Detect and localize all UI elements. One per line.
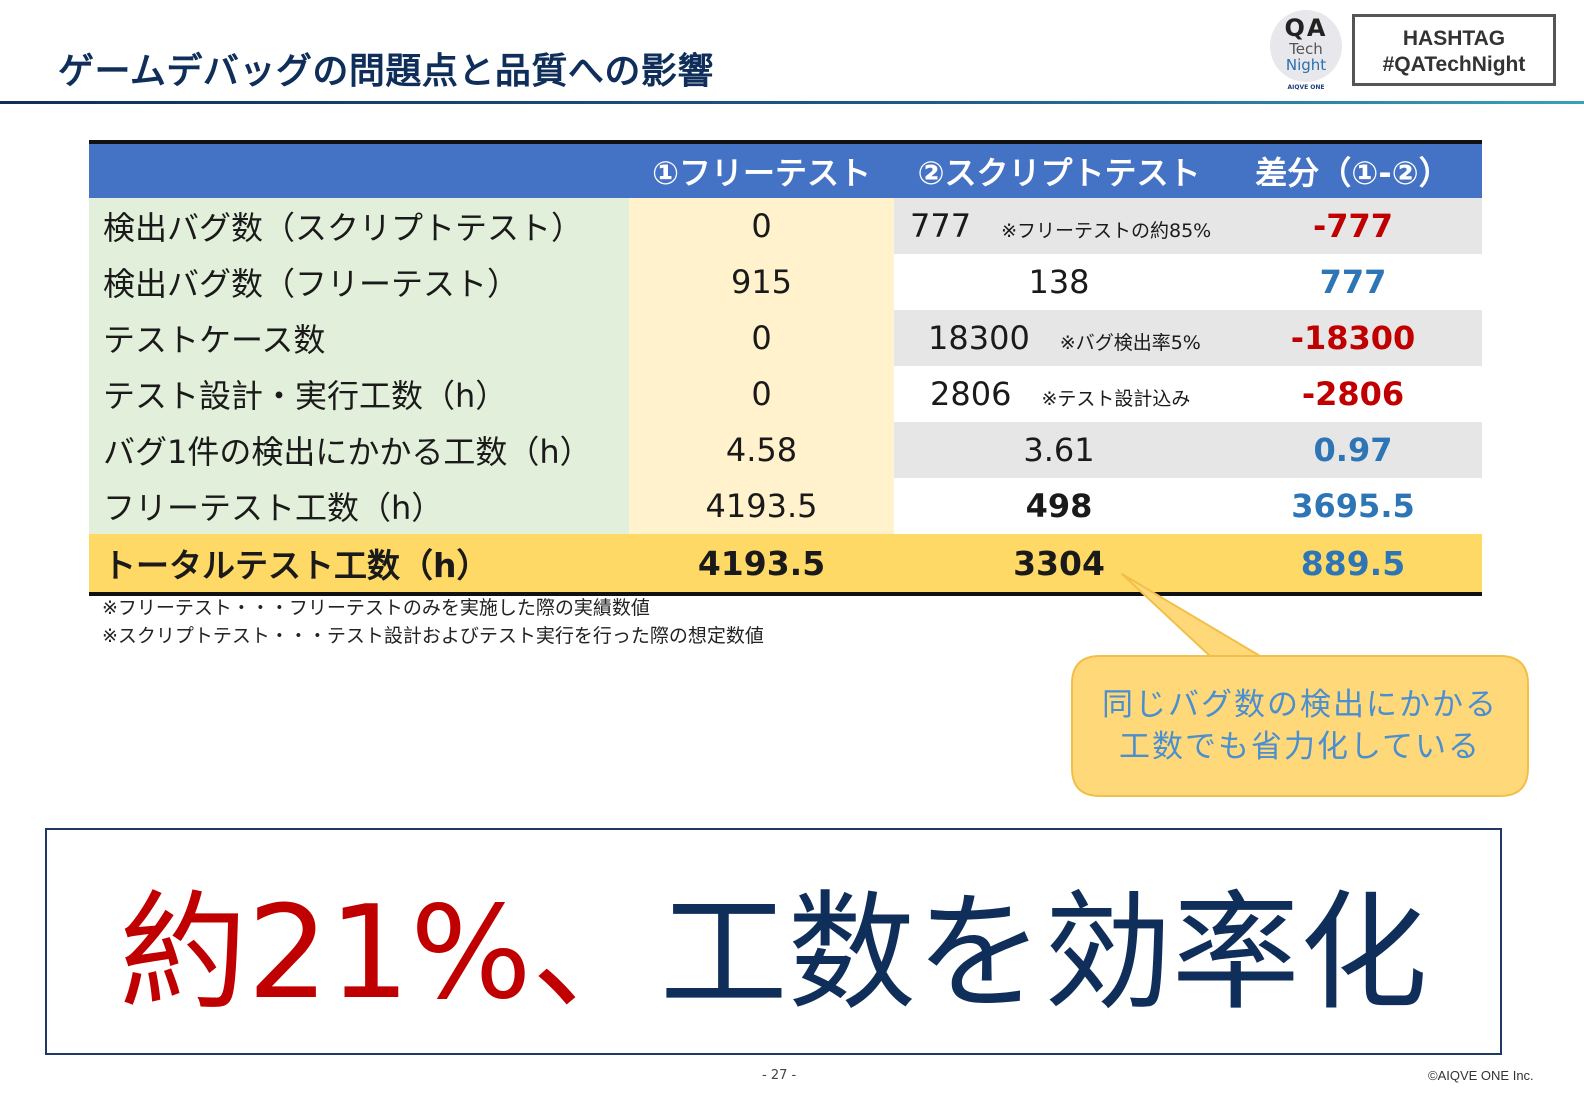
callout-line-1: 同じバグ数の検出にかかる	[1102, 687, 1498, 723]
hashtag-label: HASHTAG	[1402, 27, 1506, 50]
script-test-value: 18300	[928, 319, 1030, 357]
free-test-value: 0	[629, 310, 894, 366]
script-test-cell: 777 ※フリーテストの約85%	[894, 198, 1224, 254]
difference-value: 0.97	[1224, 422, 1482, 478]
column-header-script-test: ②スクリプトテスト	[894, 140, 1224, 198]
logo-line-3: Night	[1285, 56, 1327, 74]
row-label: テスト設計・実行工数（h）	[89, 366, 629, 422]
footnotes: ※フリーテスト・・・フリーテストのみを実施した際の実績数値 ※スクリプトテスト・…	[102, 594, 764, 650]
script-test-note: ※フリーテストの約85%	[1001, 220, 1212, 242]
column-header-free-test: ①フリーテスト	[629, 140, 894, 198]
script-test-value: 3.61	[894, 422, 1224, 478]
conclusion-highlight: 約21%、	[119, 879, 660, 1028]
comparison-table: ①フリーテスト ②スクリプトテスト 差分（①-②） 検出バグ数（スクリプトテスト…	[89, 140, 1482, 596]
script-test-cell: 2806 ※テスト設計込み	[894, 366, 1224, 422]
difference-value: 777	[1224, 254, 1482, 310]
table-row: テスト設計・実行工数（h） 0 2806 ※テスト設計込み -2806	[89, 366, 1482, 422]
table-row: バグ1件の検出にかかる工数（h） 4.58 3.61 0.97	[89, 422, 1482, 478]
table-total-row: トータルテスト工数（h） 4193.5 3304 889.5	[89, 534, 1482, 596]
script-test-note: ※テスト設計込み	[1041, 388, 1191, 410]
hashtag-box: HASHTAG #QATechNight	[1352, 14, 1556, 86]
free-test-value: 4193.5	[629, 478, 894, 534]
difference-value: -777	[1224, 198, 1482, 254]
table-row: 検出バグ数（スクリプトテスト） 0 777 ※フリーテストの約85% -777	[89, 198, 1482, 254]
column-header-blank	[89, 140, 629, 198]
row-label: バグ1件の検出にかかる工数（h）	[89, 422, 629, 478]
callout-bubble	[1071, 573, 1529, 797]
table-header-row: ①フリーテスト ②スクリプトテスト 差分（①-②）	[89, 140, 1482, 198]
qa-tech-night-logo: QA Tech Night AIQVE ONE	[1268, 8, 1344, 96]
total-label: トータルテスト工数（h）	[89, 534, 629, 596]
free-test-value: 0	[629, 366, 894, 422]
logo-line-1: QA	[1284, 14, 1328, 42]
script-test-value: 138	[894, 254, 1224, 310]
row-label: テストケース数	[89, 310, 629, 366]
total-script-test-value: 3304	[894, 534, 1224, 596]
free-test-value: 915	[629, 254, 894, 310]
copyright: ©AIQVE ONE Inc.	[1428, 1068, 1534, 1083]
script-test-value: 777	[910, 207, 972, 245]
page-number: - 27 -	[762, 1068, 797, 1083]
callout-line-2: 工数でも省力化している	[1118, 729, 1482, 765]
logo-brand: AIQVE ONE	[1287, 84, 1325, 91]
script-test-value: 2806	[930, 375, 1012, 413]
free-test-value: 4.58	[629, 422, 894, 478]
logo-circle	[1270, 10, 1342, 82]
conclusion-rest: 工数を効率化	[659, 879, 1428, 1028]
total-free-test-value: 4193.5	[629, 534, 894, 596]
callout-text: 同じバグ数の検出にかかる 工数でも省力化している	[1072, 684, 1528, 768]
footnote-free-test: ※フリーテスト・・・フリーテストのみを実施した際の実績数値	[102, 597, 650, 619]
script-test-cell: 18300 ※バグ検出率5%	[894, 310, 1224, 366]
logo-line-2: Tech	[1289, 40, 1323, 58]
difference-value: -18300	[1224, 310, 1482, 366]
table-row: 検出バグ数（フリーテスト） 915 138 777	[89, 254, 1482, 310]
script-test-value: 498	[894, 478, 1224, 534]
row-label: フリーテスト工数（h）	[89, 478, 629, 534]
total-difference-value: 889.5	[1224, 534, 1482, 596]
slide-title: ゲームデバッグの問題点と品質への影響	[58, 51, 714, 92]
conclusion-text: 約21%、 工数を効率化	[47, 830, 1500, 1053]
script-test-note: ※バグ検出率5%	[1059, 332, 1201, 354]
table-row: テストケース数 0 18300 ※バグ検出率5% -18300	[89, 310, 1482, 366]
table-row: フリーテスト工数（h） 4193.5 498 3695.5	[89, 478, 1482, 534]
difference-value: 3695.5	[1224, 478, 1482, 534]
hashtag-value: #QATechNight	[1382, 53, 1526, 76]
column-header-difference: 差分（①-②）	[1224, 140, 1482, 198]
row-label: 検出バグ数（フリーテスト）	[89, 254, 629, 310]
footnote-script-test: ※スクリプトテスト・・・テスト設計およびテスト実行を行った際の想定数値	[102, 625, 764, 647]
title-divider	[0, 101, 1584, 104]
row-label: 検出バグ数（スクリプトテスト）	[89, 198, 629, 254]
conclusion-box: 約21%、 工数を効率化	[45, 828, 1502, 1055]
difference-value: -2806	[1224, 366, 1482, 422]
free-test-value: 0	[629, 198, 894, 254]
